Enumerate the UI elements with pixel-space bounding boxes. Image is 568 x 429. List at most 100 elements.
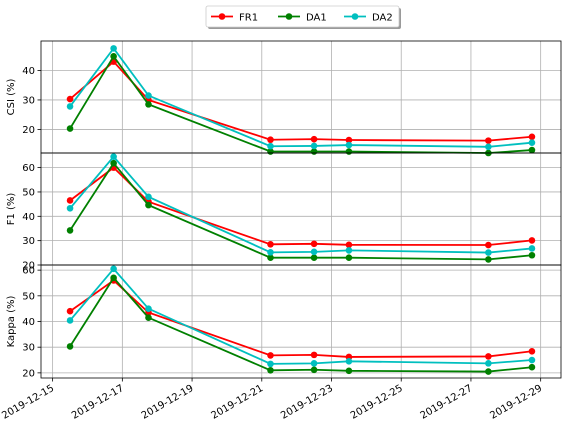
- series-line-da2: [69, 267, 533, 365]
- y-tick-label: 50: [22, 291, 35, 302]
- data-point-fr1: [267, 241, 274, 248]
- y-tick-label: 60: [22, 163, 35, 174]
- gridlines: [41, 265, 561, 378]
- data-point-fr1: [485, 353, 492, 360]
- x-axis: 2019-12-15 2019-12-17 2019-12-19 2019-12-21…: [0, 378, 544, 422]
- gridlines: [41, 41, 561, 153]
- data-point-da1: [345, 148, 353, 155]
- y-tick-label: 30: [22, 236, 35, 247]
- y-tick-label: 20: [22, 261, 35, 272]
- data-point-da2: [267, 142, 274, 150]
- panel-f1: 20 30 40 50 60 F1 (%): [6, 152, 562, 272]
- data-point-da1: [145, 201, 152, 209]
- data-point-da1: [310, 254, 318, 261]
- series-fr1: [66, 277, 536, 361]
- data-point-da1: [110, 274, 117, 282]
- data-point-da2: [110, 265, 117, 273]
- data-point-da2: [485, 143, 492, 151]
- x-tick-label: 2019-12-27: [419, 383, 475, 422]
- y-tick-label: 40: [22, 66, 35, 77]
- y-axis-label: F1 (%): [6, 193, 17, 226]
- data-point-da1: [110, 159, 117, 167]
- data-point-da1: [310, 366, 318, 374]
- data-point-da2: [145, 92, 152, 99]
- series-line-da1: [69, 161, 533, 261]
- data-point-fr1: [485, 241, 492, 249]
- data-point-da2: [66, 317, 74, 324]
- data-point-da2: [267, 360, 274, 368]
- series-da1: [66, 159, 536, 263]
- data-point-da2: [110, 45, 117, 52]
- legend-swatch-marker: [351, 13, 359, 20]
- data-point-da2: [528, 139, 536, 146]
- series-line-da2: [69, 46, 533, 148]
- series-fr1: [66, 58, 536, 144]
- data-point-fr1: [267, 136, 274, 144]
- data-point-da1: [528, 363, 536, 371]
- plot-frame: [40, 40, 562, 154]
- data-point-da2: [145, 193, 152, 201]
- plot-frame: [40, 264, 562, 379]
- data-point-fr1: [528, 133, 536, 141]
- data-point-fr1: [345, 136, 353, 144]
- data-point-fr1: [66, 95, 74, 103]
- data-point-da1: [66, 125, 74, 132]
- y-tick-label: 40: [22, 212, 35, 223]
- data-point-da2: [66, 204, 74, 212]
- legend: FR1 DA1 DA2: [205, 5, 401, 29]
- data-point-fr1: [528, 237, 536, 244]
- data-point-fr1: [528, 347, 536, 355]
- legend-box: [205, 5, 400, 28]
- data-point-fr1: [267, 352, 274, 359]
- y-tick-label: 20: [22, 125, 35, 136]
- data-point-da1: [345, 254, 353, 261]
- data-point-da1: [66, 227, 74, 234]
- series-line-fr1: [69, 166, 533, 246]
- data-point-fr1: [310, 240, 318, 248]
- data-point-fr1: [485, 137, 492, 144]
- data-point-da2: [145, 305, 152, 312]
- series-fr1: [66, 164, 536, 249]
- y-tick-label: 30: [22, 343, 35, 354]
- data-point-da2: [110, 153, 117, 160]
- y-axis-label: CSI (%): [6, 79, 17, 116]
- chart-panels: 20 30 40 CSI (%) 20 30 40 50 60 F1 (%) 20 30 40 50 60 K…: [6, 40, 562, 379]
- data-point-fr1: [66, 307, 74, 315]
- y-axis-label: Kappa (%): [6, 295, 17, 347]
- legend-item-da1: DA1: [278, 13, 327, 24]
- x-tick-label: 2019-12-23: [279, 383, 335, 422]
- data-point-da1: [485, 256, 492, 263]
- x-tick-label: 2019-12-29: [488, 383, 544, 422]
- series-da2: [66, 265, 536, 368]
- series-da2: [66, 45, 536, 151]
- data-point-da1: [267, 254, 274, 261]
- data-point-fr1: [310, 351, 318, 359]
- data-point-da1: [110, 53, 117, 60]
- series-line-fr1: [69, 279, 533, 358]
- data-point-da2: [345, 141, 353, 149]
- data-point-da1: [528, 251, 536, 259]
- y-tick-label: 40: [22, 317, 35, 328]
- data-point-fr1: [310, 135, 318, 143]
- data-point-fr1: [66, 197, 74, 204]
- x-tick-label: 2019-12-25: [349, 383, 405, 422]
- legend-swatch-marker: [218, 13, 226, 20]
- data-point-da1: [145, 101, 152, 108]
- data-point-da2: [485, 249, 492, 256]
- data-point-da2: [345, 358, 353, 365]
- data-point-da2: [267, 249, 274, 256]
- legend-swatch-marker: [285, 13, 293, 20]
- legend-item-da2: DA2: [344, 13, 393, 24]
- data-point-fr1: [345, 241, 353, 249]
- data-point-da2: [310, 248, 318, 256]
- x-tick-label: 2019-12-19: [140, 383, 196, 422]
- data-point-da2: [310, 360, 318, 367]
- data-point-da2: [528, 245, 536, 252]
- y-tick-label: 20: [22, 368, 35, 379]
- data-point-da2: [485, 360, 492, 367]
- series-da2: [66, 153, 536, 256]
- legend-item-fr1: FR1: [211, 13, 258, 24]
- data-point-da1: [267, 366, 274, 374]
- data-point-da1: [145, 314, 152, 321]
